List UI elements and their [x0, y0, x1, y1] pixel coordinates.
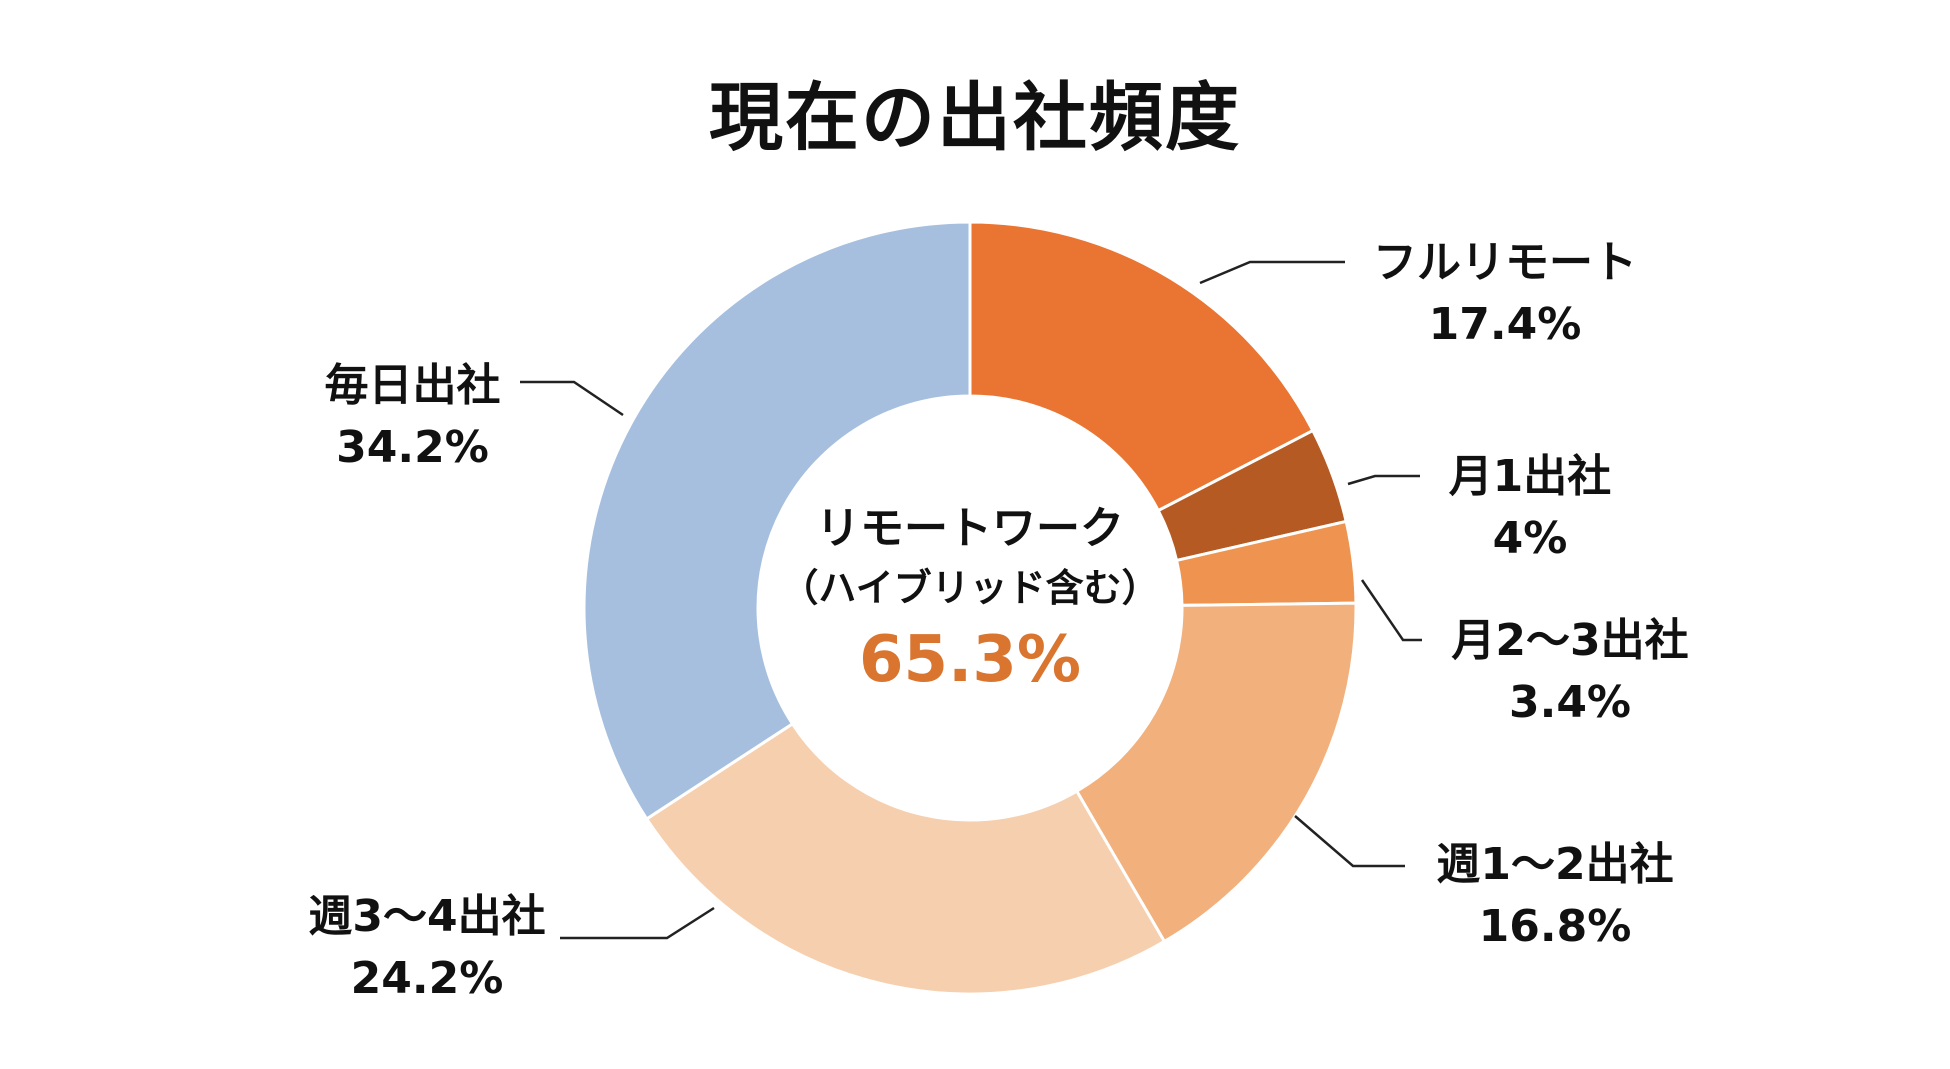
donut-slice-full-remote [968, 220, 1315, 513]
leader-lines [520, 260, 1422, 940]
center-summary: リモートワーク （ハイブリッド含む） 65.3% [730, 500, 1210, 702]
center-line-1: リモートワーク [816, 503, 1124, 554]
leader-line-weekly-3-4 [560, 906, 715, 940]
chart-title: 現在の出社頻度 [709, 75, 1241, 161]
center-line-2: （ハイブリッド含む） [780, 566, 1160, 610]
leader-line-daily [520, 380, 624, 417]
slice-name-weekly-3-4: 週3〜4出社 [308, 891, 546, 942]
slice-label-monthly-2-3: 月2〜3出社 3.4% [1420, 610, 1720, 734]
leader-line-monthly-2-3 [1360, 579, 1422, 642]
slice-value-monthly-2-3: 3.4% [1508, 677, 1632, 728]
slice-label-monthly-1: 月1出社 4% [1420, 446, 1640, 570]
slice-value-weekly-3-4: 24.2% [350, 953, 504, 1004]
slice-value-full-remote: 17.4% [1428, 299, 1582, 350]
slice-value-daily: 34.2% [336, 422, 489, 473]
donut-slice-daily [582, 220, 972, 821]
slice-name-weekly-1-2: 週1〜2出社 [1436, 839, 1674, 890]
slice-name-daily: 毎日出社 [324, 360, 501, 411]
slice-name-full-remote: フルリモート [1373, 237, 1637, 288]
center-value: 65.3% [858, 623, 1082, 697]
slice-value-monthly-1: 4% [1492, 513, 1568, 564]
donut-slice-weekly-3-4 [644, 721, 1167, 996]
slice-label-weekly-1-2: 週1〜2出社 16.8% [1405, 834, 1705, 958]
slice-label-daily: 毎日出社 34.2% [300, 355, 525, 479]
leader-line-weekly-1-2 [1294, 815, 1405, 868]
leader-line-monthly-1 [1347, 474, 1420, 486]
donut-slice-weekly-1-2 [1074, 601, 1358, 944]
slice-label-full-remote: フルリモート 17.4% [1350, 232, 1660, 356]
slice-label-weekly-3-4: 週3〜4出社 24.2% [282, 886, 572, 1010]
slice-name-monthly-1: 月1出社 [1448, 451, 1612, 502]
donut-slices [582, 220, 1358, 996]
slice-name-monthly-2-3: 月2〜3出社 [1451, 615, 1689, 666]
slice-value-weekly-1-2: 16.8% [1478, 901, 1632, 952]
leader-line-full-remote [1199, 260, 1345, 285]
